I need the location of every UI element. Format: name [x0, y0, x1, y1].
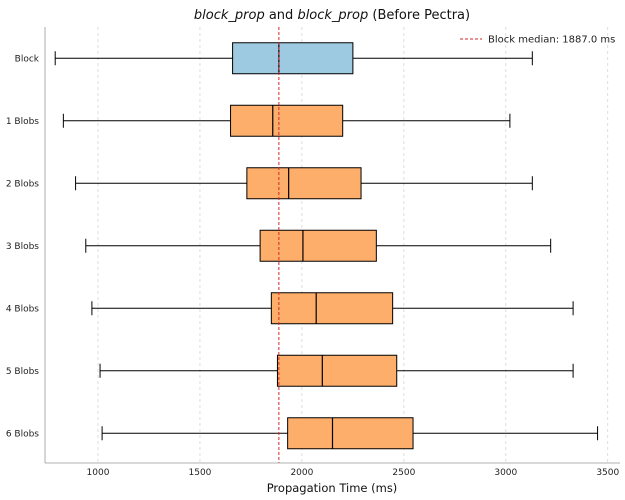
x-tick-label: 1000: [87, 468, 110, 478]
x-tick-label: 3000: [494, 468, 517, 478]
category-label: 4 Blobs: [6, 304, 39, 314]
axes: 1000 1500 2000 2500 3000 3500: [44, 27, 620, 478]
box-iqr: [232, 42, 354, 75]
box-3-blobs: 3 Blobs: [6, 229, 552, 262]
x-axis-title: Propagation Time (ms): [267, 481, 398, 495]
box-iqr: [230, 104, 344, 137]
plot-area: Block 1 Blobs 2 Blobs 3 Blobs 4 Blobs 5 Blobs…: [6, 27, 599, 463]
category-label: 5 Blobs: [6, 367, 39, 377]
legend-label: Block median: 1887.0 ms: [488, 35, 615, 46]
chart-title-part: and: [265, 8, 298, 23]
box-iqr: [270, 292, 394, 325]
x-tick-label: 3500: [596, 468, 619, 478]
chart-title-part: block_prop: [297, 8, 368, 23]
box-iqr: [259, 229, 377, 262]
box-iqr: [246, 167, 362, 200]
x-tick-label: 2500: [392, 468, 415, 478]
box-6-blobs: 6 Blobs: [6, 417, 599, 450]
chart-title: block_prop and block_prop (Before Pectra…: [194, 8, 470, 23]
category-label: 2 Blobs: [6, 179, 39, 189]
box-2-blobs: 2 Blobs: [6, 167, 533, 200]
box-4-blobs: 4 Blobs: [6, 292, 574, 325]
category-label: 6 Blobs: [6, 429, 39, 439]
box-5-blobs: 5 Blobs: [6, 354, 574, 387]
category-label: 1 Blobs: [6, 117, 39, 127]
box-block: Block: [15, 42, 533, 75]
chart-title-part: (Before Pectra): [368, 8, 470, 23]
x-tick-label: 2000: [290, 468, 313, 478]
chart-title-part: block_prop: [194, 8, 265, 23]
box-iqr: [287, 417, 414, 450]
category-label: 3 Blobs: [6, 242, 39, 252]
x-tick-label: 1500: [189, 468, 212, 478]
box-1-blobs: 1 Blobs: [6, 104, 511, 137]
box-iqr: [276, 354, 398, 387]
legend: Block median: 1887.0 ms: [460, 35, 615, 46]
category-label: Block: [15, 54, 40, 64]
